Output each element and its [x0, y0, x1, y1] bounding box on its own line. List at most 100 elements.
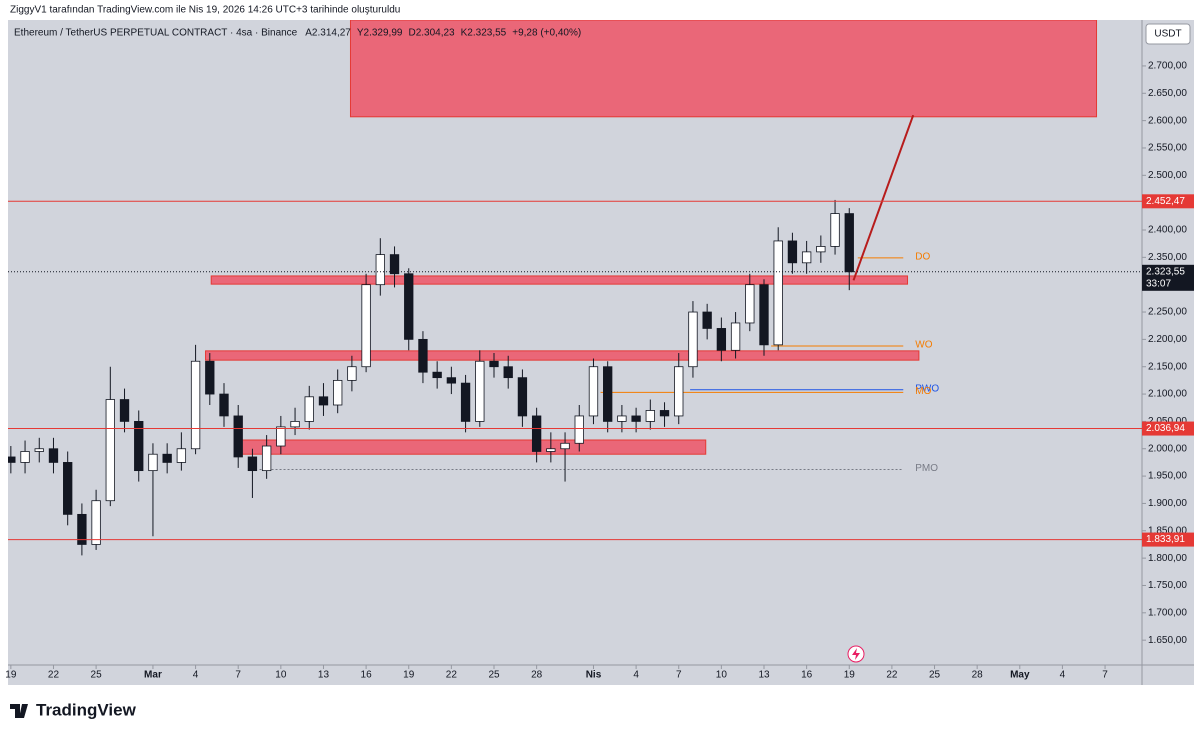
candle-body: [389, 254, 400, 275]
candle-body: [830, 213, 840, 247]
candle-body: [119, 399, 130, 422]
candle-body: [759, 284, 769, 346]
candle-body: [233, 415, 243, 458]
y-tick-label: 2.000,00: [1148, 443, 1187, 454]
event-icon-bolt: [852, 648, 860, 660]
candle-body: [347, 366, 357, 381]
candle-body: [816, 246, 826, 253]
candle-body: [574, 415, 584, 444]
candle-body: [716, 328, 727, 351]
x-tick-label: 19: [403, 670, 415, 681]
x-tick-label: 25: [488, 670, 500, 681]
x-tick-label: 25: [929, 670, 941, 681]
candle-body: [247, 456, 258, 472]
candle-body: [361, 284, 371, 368]
candle-body: [375, 254, 385, 286]
candle-body: [517, 377, 528, 417]
y-tick-label: 1.750,00: [1148, 580, 1187, 591]
x-tick-label: May: [1010, 670, 1030, 681]
zone: [349, 20, 1098, 118]
price-tag-label: 2.452,47: [1146, 196, 1185, 207]
x-tick-label: 10: [275, 670, 287, 681]
x-tick-label: 13: [758, 670, 770, 681]
x-tick-label: 25: [91, 670, 103, 681]
candle-body: [730, 322, 741, 351]
candle-body: [134, 421, 144, 472]
candle-body: [674, 366, 684, 417]
candle-body: [276, 426, 286, 447]
price-tag-label: 1.833,91: [1146, 534, 1185, 545]
x-tick-label: 4: [1060, 670, 1066, 681]
candle-body: [446, 377, 457, 384]
candle-body: [844, 213, 854, 273]
current-price-label: 2.323,55: [1146, 266, 1185, 277]
candle-body: [219, 393, 229, 417]
x-tick-label: 22: [446, 670, 458, 681]
candle-body: [304, 396, 314, 422]
x-tick-label: 10: [716, 670, 728, 681]
candle-body: [645, 410, 655, 422]
y-tick-label: 1.850,00: [1148, 525, 1187, 536]
y-tick-label: 1.900,00: [1148, 498, 1187, 509]
y-tick-label: 2.600,00: [1148, 115, 1187, 126]
candle-body: [290, 421, 300, 428]
candle-body: [176, 448, 187, 463]
candle-body: [148, 453, 158, 472]
candle-body: [432, 371, 442, 379]
candle-body: [77, 513, 87, 545]
y-tick-label: 1.700,00: [1148, 607, 1187, 618]
ohlc-value: A2.314,27: [305, 28, 351, 39]
level-label: MO: [915, 386, 931, 397]
candle-body: [659, 410, 670, 417]
x-tick-label: 16: [361, 670, 373, 681]
price-tag: [1142, 532, 1194, 547]
y-tick-label: 2.500,00: [1148, 170, 1187, 181]
x-tick-label: 28: [972, 670, 984, 681]
x-tick-label: 22: [886, 670, 898, 681]
candle-body: [63, 462, 73, 515]
level-label: WO: [915, 340, 932, 351]
candle-body: [34, 448, 44, 452]
candle-body: [745, 284, 755, 324]
zone: [239, 439, 707, 455]
candle-body: [688, 311, 698, 368]
candle-body: [531, 415, 542, 452]
candle-body: [48, 448, 59, 463]
candle-body: [20, 451, 30, 463]
y-tick-label: 2.550,00: [1148, 143, 1187, 154]
x-tick-label: 4: [193, 670, 199, 681]
candle-body: [205, 360, 215, 395]
x-tick-label: 7: [235, 670, 241, 681]
ohlc-value: K2.323,55: [461, 28, 507, 39]
candle-body: [318, 396, 329, 406]
ohlc-value: Y2.329,99: [357, 28, 403, 39]
watermark: ZiggyV1 tarafından TradingView.com ile N…: [10, 5, 400, 16]
y-tick-label: 2.150,00: [1148, 361, 1187, 372]
candle-body: [105, 399, 115, 502]
y-tick-label: 2.050,00: [1148, 416, 1187, 427]
candle-body: [588, 366, 599, 417]
candle-body: [801, 251, 812, 264]
candle-body: [631, 415, 641, 422]
y-tick-label: 2.100,00: [1148, 389, 1187, 400]
x-tick-label: 4: [633, 670, 639, 681]
x-tick-label: 22: [48, 670, 60, 681]
candle-body: [560, 442, 570, 450]
y-tick-label: 1.650,00: [1148, 635, 1187, 646]
y-tick-label: 1.950,00: [1148, 471, 1187, 482]
x-tick-label: Nis: [586, 670, 602, 681]
symbol-title: Ethereum / TetherUS PERPETUAL CONTRACT ·…: [14, 28, 298, 39]
currency-label[interactable]: USDT: [1154, 29, 1181, 40]
logo: TradingView: [10, 700, 137, 719]
zone: [210, 275, 909, 285]
currency-button[interactable]: [1145, 23, 1191, 45]
candle-body: [489, 360, 499, 368]
candle-body: [333, 379, 343, 406]
level-label: DO: [915, 252, 930, 263]
candle-body: [190, 360, 201, 450]
x-tick-label: 19: [5, 670, 17, 681]
y-tick-label: 2.250,00: [1148, 307, 1187, 318]
candle-body: [773, 240, 783, 346]
